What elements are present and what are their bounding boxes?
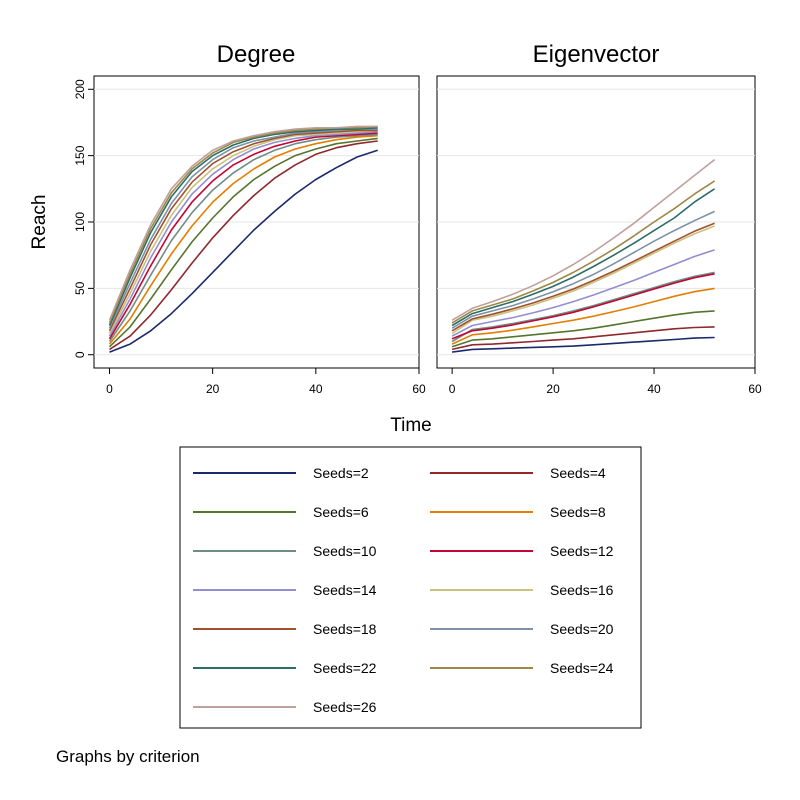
degree-y-tick-label-0: 0 xyxy=(73,351,87,358)
degree-line-seeds-18 xyxy=(108,129,378,332)
legend-item-seeds-2: Seeds=2 xyxy=(193,465,369,481)
eigenvector-line-seeds-16 xyxy=(451,225,715,335)
degree-line-seeds-2 xyxy=(109,149,378,353)
legend-item-seeds-10: Seeds=10 xyxy=(193,543,377,559)
eigenvector-x-tick-label-20: 20 xyxy=(546,382,560,396)
legend-item-seeds-22: Seeds=22 xyxy=(193,660,377,676)
degree-x-axis: 0 20 40 60 xyxy=(106,368,426,396)
eigenvector-line-seeds-6 xyxy=(451,310,715,348)
legend-label-seeds-14: Seeds=14 xyxy=(313,582,377,598)
degree-y-tick-label-100: 100 xyxy=(73,212,87,232)
graphs-by-note: Graphs by criterion xyxy=(56,747,200,766)
degree-line-seeds-8 xyxy=(108,134,378,345)
legend-item-seeds-4: Seeds=4 xyxy=(430,465,606,481)
degree-line-seeds-20 xyxy=(108,128,378,329)
eigenvector-gridlines xyxy=(437,88,755,356)
eigenvector-line-seeds-8 xyxy=(451,287,715,345)
degree-panel-title: Degree xyxy=(217,41,296,68)
degree-x-tick-label-0: 0 xyxy=(106,382,113,396)
y-axis-title: Reach xyxy=(29,195,50,250)
degree-y-tick-label-50: 50 xyxy=(73,281,87,295)
degree-line-seeds-26 xyxy=(108,125,378,321)
degree-x-tick-label-60: 60 xyxy=(412,382,426,396)
eigenvector-x-tick-label-40: 40 xyxy=(647,382,661,396)
eigenvector-line-seeds-26 xyxy=(451,158,716,321)
legend-label-seeds-4: Seeds=4 xyxy=(550,465,606,481)
eigenvector-line-seeds-18 xyxy=(451,222,715,332)
legend-label-seeds-6: Seeds=6 xyxy=(313,504,369,520)
legend-label-seeds-24: Seeds=24 xyxy=(550,660,614,676)
legend-item-seeds-24: Seeds=24 xyxy=(430,660,614,676)
degree-y-tick-label-150: 150 xyxy=(73,145,87,165)
legend-item-seeds-12: Seeds=12 xyxy=(430,543,614,559)
degree-line-seeds-12 xyxy=(108,132,378,340)
eigenvector-line-seeds-10 xyxy=(451,271,715,343)
degree-x-tick-label-20: 20 xyxy=(206,382,220,396)
legend-item-seeds-20: Seeds=20 xyxy=(430,621,614,637)
legend-label-seeds-20: Seeds=20 xyxy=(550,621,614,637)
eigenvector-line-seeds-2 xyxy=(451,336,715,353)
legend-item-seeds-8: Seeds=8 xyxy=(430,504,606,520)
legend: Seeds=2 Seeds=4 Seeds=6 Seeds=8 Seeds=10 Seed… xyxy=(179,446,642,729)
eigenvector-panel-title: Eigenvector xyxy=(533,41,660,68)
degree-line-seeds-14 xyxy=(108,130,378,337)
degree-line-seeds-6 xyxy=(108,137,378,348)
legend-label-seeds-10: Seeds=10 xyxy=(313,543,377,559)
legend-label-seeds-16: Seeds=16 xyxy=(550,582,614,598)
x-axis-title: Time xyxy=(390,415,432,436)
degree-line-seeds-16 xyxy=(108,129,378,334)
eigenvector-line-seeds-4 xyxy=(451,326,715,351)
eigenvector-line-seeds-20 xyxy=(451,210,715,329)
degree-panel: 0 50 100 150 200 0 20 40 60 Degree xyxy=(73,41,426,396)
degree-x-tick-label-40: 40 xyxy=(309,382,323,396)
legend-item-seeds-16: Seeds=16 xyxy=(430,582,614,598)
legend-label-seeds-22: Seeds=22 xyxy=(313,660,377,676)
eigenvector-panel: 0 20 40 60 Eigenvector xyxy=(436,41,762,396)
degree-line-seeds-4 xyxy=(109,140,378,351)
legend-item-seeds-26: Seeds=26 xyxy=(193,699,377,715)
eigenvector-series-lines xyxy=(451,158,716,353)
eigenvector-line-seeds-14 xyxy=(451,249,715,337)
legend-item-seeds-6: Seeds=6 xyxy=(193,504,369,520)
legend-label-seeds-12: Seeds=12 xyxy=(550,543,614,559)
eigenvector-x-tick-label-0: 0 xyxy=(449,382,456,396)
eigenvector-line-seeds-12 xyxy=(451,273,715,340)
degree-series-lines xyxy=(108,125,378,353)
legend-item-seeds-14: Seeds=14 xyxy=(193,582,377,598)
degree-y-axis: 0 50 100 150 200 xyxy=(73,79,94,358)
eigenvector-line-seeds-24 xyxy=(451,180,716,324)
legend-label-seeds-26: Seeds=26 xyxy=(313,699,377,715)
legend-label-seeds-18: Seeds=18 xyxy=(313,621,377,637)
degree-line-seeds-10 xyxy=(108,133,378,342)
eigenvector-x-axis: 0 20 40 60 xyxy=(449,368,762,396)
degree-line-seeds-22 xyxy=(108,127,378,326)
eigenvector-line-seeds-22 xyxy=(451,188,716,327)
legend-label-seeds-8: Seeds=8 xyxy=(550,504,606,520)
degree-y-tick-label-200: 200 xyxy=(73,79,87,99)
eigenvector-x-tick-label-60: 60 xyxy=(748,382,762,396)
legend-label-seeds-2: Seeds=2 xyxy=(313,465,369,481)
legend-item-seeds-18: Seeds=18 xyxy=(193,621,377,637)
legend-box xyxy=(179,446,642,729)
